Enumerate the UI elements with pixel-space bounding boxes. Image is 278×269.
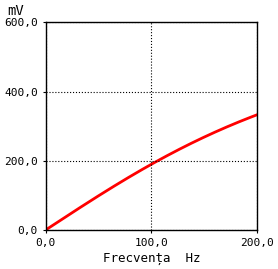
Text: mV: mV — [8, 4, 24, 18]
X-axis label: Frecvența  Hz: Frecvența Hz — [103, 252, 200, 265]
